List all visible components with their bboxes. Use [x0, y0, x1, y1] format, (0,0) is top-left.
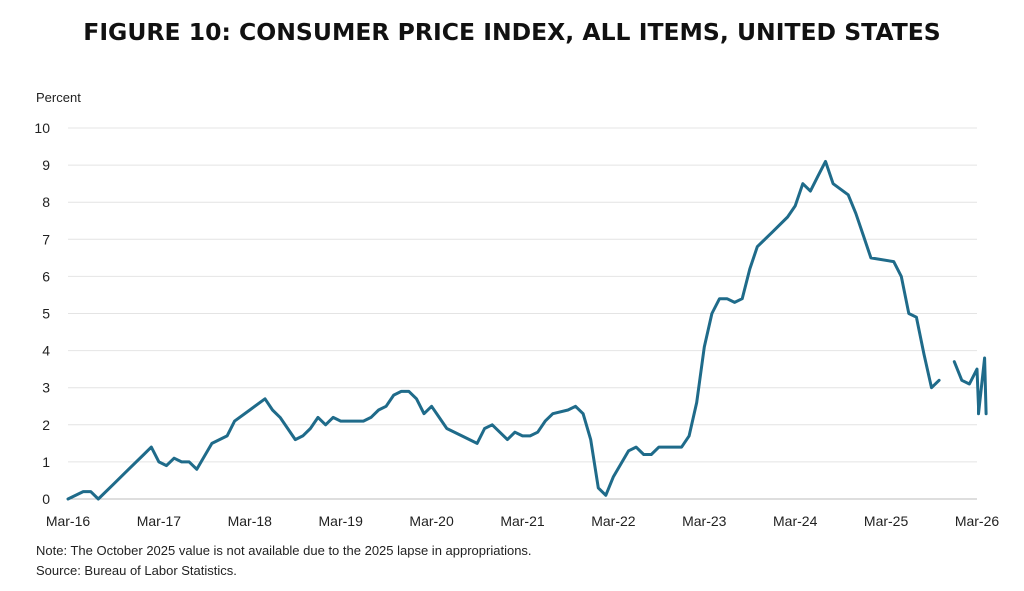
source-text: Source: Bureau of Labor Statistics. [36, 563, 237, 578]
x-tick-Mar-22: Mar-22 [591, 513, 636, 529]
x-tick-labels: Mar-16 Mar-17 Mar-18 Mar-19 Mar-20 Mar-21 Mar-… [46, 513, 1000, 529]
y-tick-labels: 0 1 2 3 4 5 6 7 8 9 10 [34, 120, 50, 507]
y-tick-2: 2 [42, 417, 50, 433]
y-tick-5: 5 [42, 306, 50, 322]
x-tick-Mar-26: Mar-26 [955, 513, 1000, 529]
y-tick-8: 8 [42, 194, 50, 210]
x-tick-Mar-17: Mar-17 [137, 513, 182, 529]
x-tick-Mar-21: Mar-21 [500, 513, 545, 529]
series-0-segment-1 [952, 356, 988, 416]
y-tick-10: 10 [34, 120, 50, 136]
x-tick-Mar-24: Mar-24 [773, 513, 818, 529]
x-tick-Mar-25: Mar-25 [864, 513, 909, 529]
series-0-segment-0 [66, 159, 941, 501]
note-text: Note: The October 2025 value is not avai… [36, 543, 532, 558]
x-tick-Mar-18: Mar-18 [228, 513, 273, 529]
series-line [66, 159, 988, 501]
x-tick-Mar-20: Mar-20 [409, 513, 454, 529]
y-axis-label: Percent [36, 90, 81, 105]
x-tick-Mar-19: Mar-19 [319, 513, 364, 529]
y-tick-0: 0 [42, 491, 50, 507]
chart-title: FIGURE 10: CONSUMER PRICE INDEX, ALL ITE… [83, 18, 941, 46]
y-tick-4: 4 [42, 343, 50, 359]
grid-lines [68, 127, 977, 500]
x-tick-Mar-23: Mar-23 [682, 513, 727, 529]
chart-notes: Note: The October 2025 value is not avai… [36, 541, 532, 581]
y-tick-1: 1 [42, 454, 50, 470]
y-tick-6: 6 [42, 268, 50, 284]
y-tick-7: 7 [42, 231, 50, 247]
x-tick-Mar-16: Mar-16 [46, 513, 91, 529]
y-tick-9: 9 [42, 157, 50, 173]
y-tick-3: 3 [42, 380, 50, 396]
